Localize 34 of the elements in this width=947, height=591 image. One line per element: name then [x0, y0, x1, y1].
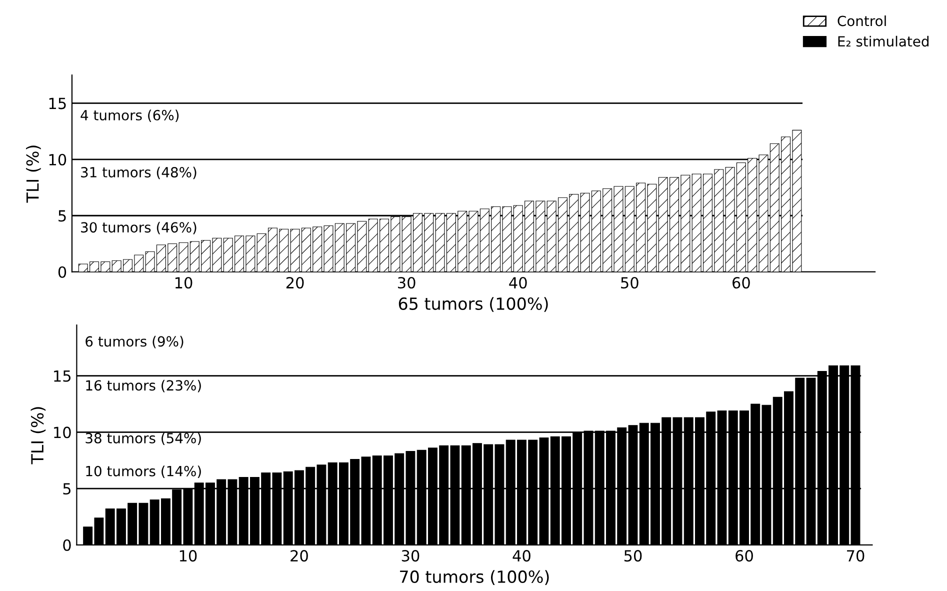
x-tick-label: 40 [509, 276, 527, 289]
x-tick-label: 60 [732, 276, 750, 289]
legend-label: Control [838, 15, 886, 26]
x-tick-label: 20 [286, 276, 304, 289]
x-tick-label: 70 [847, 550, 864, 562]
y-tick-label: 5 [63, 483, 71, 495]
y-tick-label: 5 [58, 210, 66, 222]
x-tick-label: 10 [180, 550, 197, 562]
x-tick-label: 50 [624, 550, 642, 562]
annotation: 38 tumors (54%) [86, 432, 201, 446]
annotation: 4 tumors (6%) [80, 110, 179, 122]
x-axis-title: 70 tumors (100%) [400, 570, 549, 585]
x-tick-label: 60 [736, 550, 753, 562]
annotation: 10 tumors (14%) [86, 466, 201, 478]
annotation: 16 tumors (23%) [86, 380, 201, 392]
x-tick-label: 40 [512, 550, 530, 562]
y-tick-label: 10 [54, 426, 71, 438]
x-tick-label: 10 [175, 276, 192, 289]
y-tick-label: 0 [58, 266, 66, 278]
legend-label: E₂ stimulated [838, 36, 929, 47]
x-tick-label: 30 [402, 550, 420, 562]
y-tick-label: 0 [63, 539, 71, 551]
y-axis-title: TLI (%) [30, 407, 46, 464]
x-tick-label: 30 [398, 276, 416, 289]
annotation: 6 tumors (9%) [86, 336, 184, 348]
y-tick-label: 15 [49, 98, 66, 110]
x-tick-label: 20 [290, 550, 308, 562]
y-axis-title: TLI (%) [26, 146, 41, 203]
annotation: 30 tumors (46%) [81, 222, 196, 234]
y-tick-label: 10 [49, 154, 66, 166]
x-tick-label: 50 [621, 276, 638, 289]
y-tick-label: 15 [54, 370, 71, 382]
annotation: 31 tumors (48%) [81, 166, 196, 180]
x-axis-title: 65 tumors (100%) [398, 297, 548, 312]
